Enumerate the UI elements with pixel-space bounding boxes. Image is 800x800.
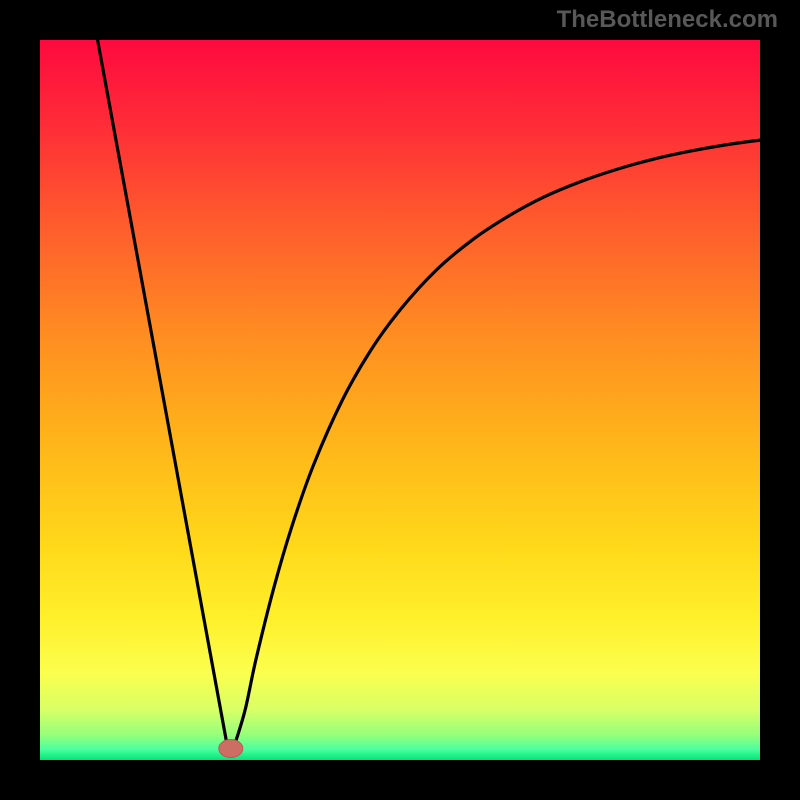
plot-area [40,40,760,760]
minimum-marker [219,739,243,757]
watermark-text: TheBottleneck.com [557,6,778,34]
chart-root: TheBottleneck.com [0,0,800,800]
gradient-background [40,40,760,760]
